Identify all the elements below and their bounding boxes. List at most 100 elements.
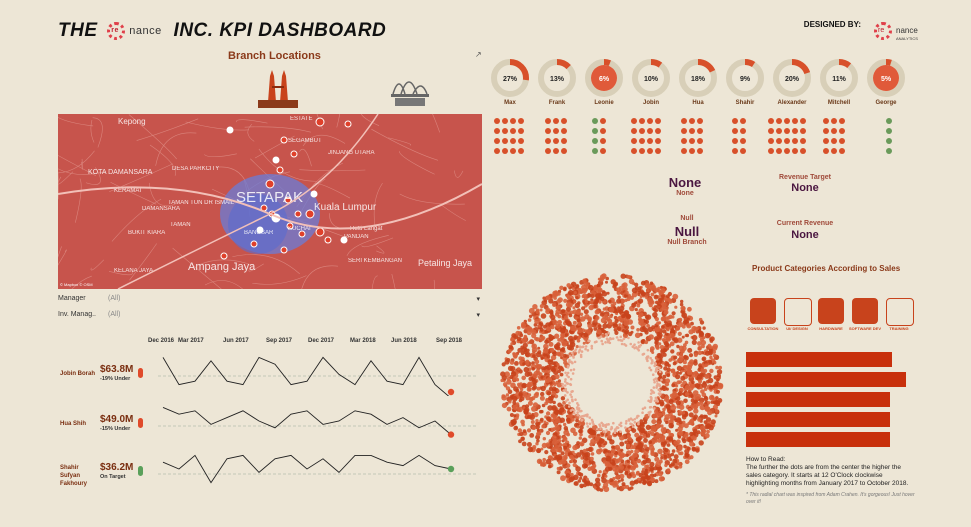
map-label: ESTATE: [290, 116, 312, 122]
count-dot: [732, 118, 738, 124]
person-status: -15% Under: [100, 426, 131, 432]
count-dot: [886, 148, 892, 154]
kpi-none-sub: None: [676, 190, 694, 197]
svg-text:5%: 5%: [881, 76, 892, 83]
count-dot: [776, 138, 782, 144]
null-branch-label: Null Branch: [667, 239, 707, 246]
category-icon[interactable]: [818, 298, 844, 324]
map-label: SETAPAK: [236, 189, 303, 206]
map-label: KELANA JAYA: [114, 268, 153, 274]
count-dot: [561, 128, 567, 134]
sydney-branch-button[interactable]: [389, 68, 431, 108]
count-dot: [553, 128, 559, 134]
count-dot: [776, 118, 782, 124]
performance-donut[interactable]: 27%: [490, 58, 530, 98]
svg-text:11%: 11%: [832, 76, 846, 83]
branch-pin: [280, 136, 288, 144]
count-dot: [639, 128, 645, 134]
count-dot: [740, 138, 746, 144]
category-icon[interactable]: [750, 298, 776, 324]
count-dot: [631, 148, 637, 154]
count-dot: [792, 138, 798, 144]
current-revenue-label: Current Revenue: [776, 220, 834, 227]
count-dot: [561, 138, 567, 144]
count-dot: [600, 148, 606, 154]
category-icon[interactable]: [784, 298, 812, 326]
count-dot: [592, 128, 598, 134]
count-dot: [592, 118, 598, 124]
sparkline[interactable]: [158, 350, 488, 396]
count-dot: [655, 118, 661, 124]
category-bar[interactable]: [746, 412, 891, 427]
map-label: Kepong: [118, 117, 146, 126]
count-dot: [592, 148, 598, 154]
thermometer-icon: [138, 466, 143, 476]
sparkline[interactable]: [158, 400, 488, 446]
external-link-icon[interactable]: ↗: [475, 50, 482, 59]
map-label: DAMANSARA: [142, 206, 180, 212]
count-dot: [553, 118, 559, 124]
branch-pin: [324, 236, 332, 244]
radial-sales-chart[interactable]: [496, 272, 728, 494]
count-dot: [647, 138, 653, 144]
timeline-person: Shahir Sufyan Fakhoury: [60, 465, 88, 487]
branch-pin: [344, 120, 352, 128]
performance-donut[interactable]: 5%: [866, 58, 906, 98]
category-bar[interactable]: [746, 352, 893, 367]
count-dot: [886, 138, 892, 144]
count-dot: [518, 148, 524, 154]
count-dot: [494, 118, 500, 124]
count-dot: [697, 128, 703, 134]
count-dot: [776, 148, 782, 154]
revenue-target-label: Revenue Target: [779, 174, 831, 181]
count-dot: [510, 118, 516, 124]
branch-pin: [280, 246, 288, 254]
category-bar[interactable]: [746, 432, 891, 447]
null-value: Null: [674, 224, 700, 239]
branch-pin: [276, 166, 284, 174]
performance-donut[interactable]: 13%: [537, 58, 577, 98]
count-dot: [600, 128, 606, 134]
timeline-tick: Mar 2017: [178, 338, 204, 344]
inv-manager-filter[interactable]: Inv. Manag.. (All) ▾: [58, 311, 480, 319]
inspiration-note: * This radial chart was inspired from Ad…: [746, 492, 915, 505]
category-bar[interactable]: [746, 392, 891, 407]
category-bar[interactable]: [746, 372, 907, 387]
count-dot: [800, 148, 806, 154]
branch-pin: [256, 226, 264, 234]
count-dot: [784, 148, 790, 154]
performance-donut[interactable]: 10%: [631, 58, 671, 98]
count-dot: [784, 138, 790, 144]
performance-donut[interactable]: 18%: [678, 58, 718, 98]
donut-label: Frank: [548, 100, 566, 106]
map-label: PANDAN: [344, 234, 369, 240]
performance-donut[interactable]: 20%: [772, 58, 812, 98]
count-dot: [655, 138, 661, 144]
count-dot: [689, 118, 695, 124]
count-dot: [655, 148, 661, 154]
performance-donut[interactable]: 6%: [584, 58, 624, 98]
performance-donut[interactable]: 11%: [819, 58, 859, 98]
count-dot: [800, 138, 806, 144]
count-dot: [647, 148, 653, 154]
timeline-tick: Sep 2017: [266, 338, 293, 344]
kl-branch-button[interactable]: [258, 66, 298, 110]
count-dot: [784, 128, 790, 134]
donut-label: Alexander: [777, 100, 807, 106]
manager-filter[interactable]: Manager (All) ▾: [58, 295, 480, 303]
branch-map[interactable]: Kepong KOTA DAMANSARA DESA PARKCITY ESTATE S…: [58, 114, 482, 289]
category-icon[interactable]: [886, 298, 914, 326]
svg-text:27%: 27%: [503, 76, 518, 83]
chevron-down-icon: ▾: [476, 312, 480, 319]
timeline-tick: Jun 2018: [391, 338, 417, 344]
category-icon[interactable]: [852, 298, 878, 324]
count-dot: [697, 138, 703, 144]
map-label: KUCHAI: [288, 226, 311, 232]
count-dot: [732, 138, 738, 144]
svg-text:13%: 13%: [550, 76, 565, 83]
sparkline[interactable]: [158, 448, 488, 494]
performance-donut[interactable]: 9%: [725, 58, 765, 98]
branch-pin: [305, 209, 315, 219]
donut-label: Leonie: [594, 100, 614, 106]
svg-text:10%: 10%: [644, 76, 659, 83]
